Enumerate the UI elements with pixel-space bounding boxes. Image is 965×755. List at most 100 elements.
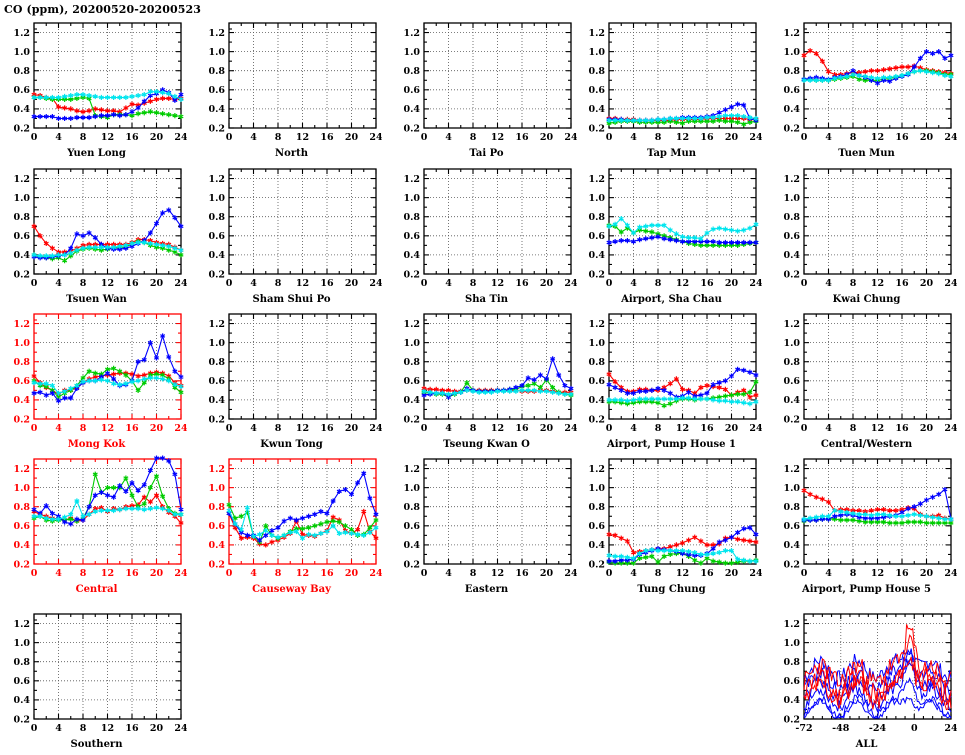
x-tick-label: 12 <box>101 132 114 143</box>
x-tick-label: 20 <box>540 568 554 579</box>
x-tick-label: 16 <box>125 568 139 579</box>
panel-central-western: 0.2 0.4 0.6 0.8 1.0 1.2 0 4 8 12 16 20 24 Central/Wes… <box>776 308 957 450</box>
plot-area: 0.2 0.4 0.6 0.8 1.0 1.2 0 4 8 12 16 20 24 <box>588 313 762 434</box>
series-markers-cyan <box>606 395 759 407</box>
panel-yuen-long: 0.2 0.4 0.6 0.8 1.0 1.2 0 4 8 12 16 20 24 Yuen Long <box>6 17 187 159</box>
x-tick-label: 20 <box>150 568 164 579</box>
x-tick-label: 16 <box>700 132 714 143</box>
panel-tung-chung: 0.2 0.4 0.6 0.8 1.0 1.2 0 4 8 12 16 20 24 Tung Chung <box>581 453 762 595</box>
x-tick-label: 20 <box>725 423 739 434</box>
x-tick-label: 4 <box>250 132 257 143</box>
x-tick-label: 20 <box>150 278 164 289</box>
x-tick-label: 24 <box>944 278 957 289</box>
x-tick-label: 0 <box>31 568 38 579</box>
panel-sha-tin: 0.2 0.4 0.6 0.8 1.0 1.2 0 4 8 12 16 20 24 Sha Tin <box>396 163 577 305</box>
x-tick-label: 16 <box>700 423 714 434</box>
y-tick-label: 1.0 <box>783 47 800 58</box>
all-series-line <box>803 624 952 690</box>
x-tick-label: 0 <box>801 423 808 434</box>
y-tick-label: 0.4 <box>403 104 420 115</box>
x-tick-label: 24 <box>749 132 762 143</box>
y-tick-label: 0.4 <box>13 250 30 261</box>
x-tick-label: 8 <box>275 568 282 579</box>
x-tick-label: 12 <box>296 132 309 143</box>
x-tick-label: 4 <box>445 423 452 434</box>
x-tick-label: -24 <box>869 723 887 734</box>
y-tick-label: 0.8 <box>403 66 420 77</box>
y-tick-label: 0.4 <box>208 250 225 261</box>
x-tick-label: 0 <box>421 278 428 289</box>
x-tick-label: 0 <box>801 278 808 289</box>
series-markers-cyan <box>226 505 379 541</box>
panel-label: ALL <box>855 739 878 750</box>
x-tick-label: 16 <box>125 723 139 734</box>
y-tick-label: 1.2 <box>588 28 605 39</box>
plot-area: 0.2 0.4 0.6 0.8 1.0 1.2 0 4 8 12 16 20 24 <box>403 458 577 579</box>
x-tick-label: 8 <box>850 132 857 143</box>
y-tick-label: 0.2 <box>403 559 420 570</box>
x-tick-label: 8 <box>655 278 662 289</box>
x-tick-label: 12 <box>491 423 504 434</box>
page-title: CO (ppm), 20200520-20200523 <box>4 3 201 16</box>
x-tick-label: 20 <box>345 132 359 143</box>
x-tick-label: 0 <box>606 423 613 434</box>
all-series-line <box>803 648 952 686</box>
x-tick-label: 8 <box>275 132 282 143</box>
x-tick-label: 12 <box>676 132 689 143</box>
x-tick-label: 24 <box>564 568 577 579</box>
y-tick-label: 0.2 <box>403 414 420 425</box>
y-tick-label: 0.2 <box>783 123 800 134</box>
x-tick-label: -48 <box>832 723 850 734</box>
x-tick-label: 8 <box>470 278 477 289</box>
x-tick-label: 8 <box>470 132 477 143</box>
panel-mong-kok: 0.2 0.4 0.6 0.8 1.0 1.2 0 4 8 12 16 20 24 Mong Kok <box>6 308 187 450</box>
y-tick-label: 0.8 <box>208 357 225 368</box>
panel-label: Yuen Long <box>67 148 126 159</box>
x-tick-label: 20 <box>725 132 739 143</box>
y-tick-label: 0.2 <box>208 559 225 570</box>
series-markers-blue <box>226 470 379 543</box>
x-tick-label: 12 <box>491 278 504 289</box>
x-tick-label: 12 <box>296 278 309 289</box>
x-tick-label: 12 <box>676 278 689 289</box>
y-tick-label: 1.0 <box>783 193 800 204</box>
plot-area: 0.2 0.4 0.6 0.8 1.0 1.2 0 4 8 12 16 20 24 <box>403 22 577 143</box>
y-tick-label: 1.2 <box>208 319 225 330</box>
panel-label: Causeway Bay <box>252 584 331 595</box>
y-tick-label: 1.2 <box>783 319 800 330</box>
x-tick-label: 12 <box>296 568 309 579</box>
x-tick-label: 8 <box>655 132 662 143</box>
y-tick-label: 1.0 <box>403 338 420 349</box>
y-tick-label: 0.6 <box>783 376 800 387</box>
x-tick-label: 24 <box>174 568 187 579</box>
x-tick-label: 24 <box>369 132 382 143</box>
y-tick-label: 0.4 <box>783 695 800 706</box>
panel-label: Tap Mun <box>646 148 697 159</box>
x-tick-label: 24 <box>174 278 187 289</box>
x-tick-label: 8 <box>275 423 282 434</box>
x-tick-label: 12 <box>871 423 884 434</box>
y-tick-label: 1.0 <box>588 338 605 349</box>
panel-label: Tuen Mun <box>838 148 895 159</box>
x-tick-label: 0 <box>421 132 428 143</box>
x-tick-label: 20 <box>920 132 934 143</box>
x-tick-label: 24 <box>564 423 577 434</box>
panel-label: Tai Po <box>469 148 504 159</box>
y-tick-label: 0.6 <box>208 231 225 242</box>
y-tick-label: 1.2 <box>588 319 605 330</box>
y-tick-label: 1.2 <box>13 319 30 330</box>
y-tick-label: 0.4 <box>588 250 605 261</box>
panel-label: Southern <box>70 739 123 750</box>
y-tick-label: 0.4 <box>588 104 605 115</box>
x-tick-label: 12 <box>101 278 114 289</box>
x-tick-label: 0 <box>606 568 613 579</box>
plot-area: 0.2 0.4 0.6 0.8 1.0 1.2 0 4 8 12 16 20 24 <box>208 458 382 579</box>
y-tick-label: 1.0 <box>13 47 30 58</box>
x-tick-label: 16 <box>320 423 334 434</box>
y-tick-label: 0.8 <box>403 357 420 368</box>
y-tick-label: 0.4 <box>783 104 800 115</box>
y-tick-label: 0.2 <box>588 269 605 280</box>
panel-label: Airport, Sha Chau <box>621 294 722 305</box>
panel-sham-shui-po: 0.2 0.4 0.6 0.8 1.0 1.2 0 4 8 12 16 20 24 Sham Shui P… <box>201 163 382 305</box>
